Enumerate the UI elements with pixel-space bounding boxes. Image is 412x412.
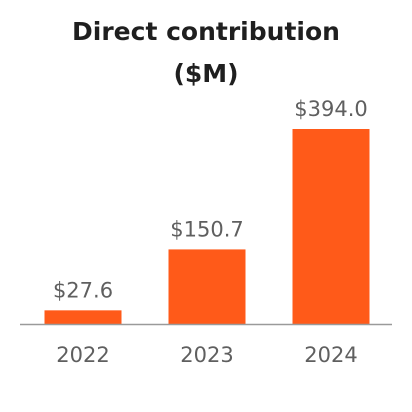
- value-label-2022: $27.6: [53, 278, 113, 302]
- bar-2023: [168, 249, 246, 324]
- bars-layer: [44, 129, 370, 324]
- chart-title: Direct contribution: [72, 17, 340, 46]
- x-tick-label-2024: 2024: [304, 343, 357, 367]
- value-labels-layer: $27.6 $150.7 $394.0: [53, 97, 368, 302]
- x-tick-label-2022: 2022: [56, 343, 109, 367]
- x-tick-labels-layer: 2022 2023 2024: [56, 343, 357, 367]
- bar-2024: [292, 129, 370, 324]
- x-tick-label-2023: 2023: [180, 343, 233, 367]
- bar-2022: [44, 310, 122, 324]
- value-label-2023: $150.7: [170, 217, 243, 241]
- value-label-2024: $394.0: [294, 97, 367, 121]
- chart-subtitle: ($M): [173, 59, 239, 88]
